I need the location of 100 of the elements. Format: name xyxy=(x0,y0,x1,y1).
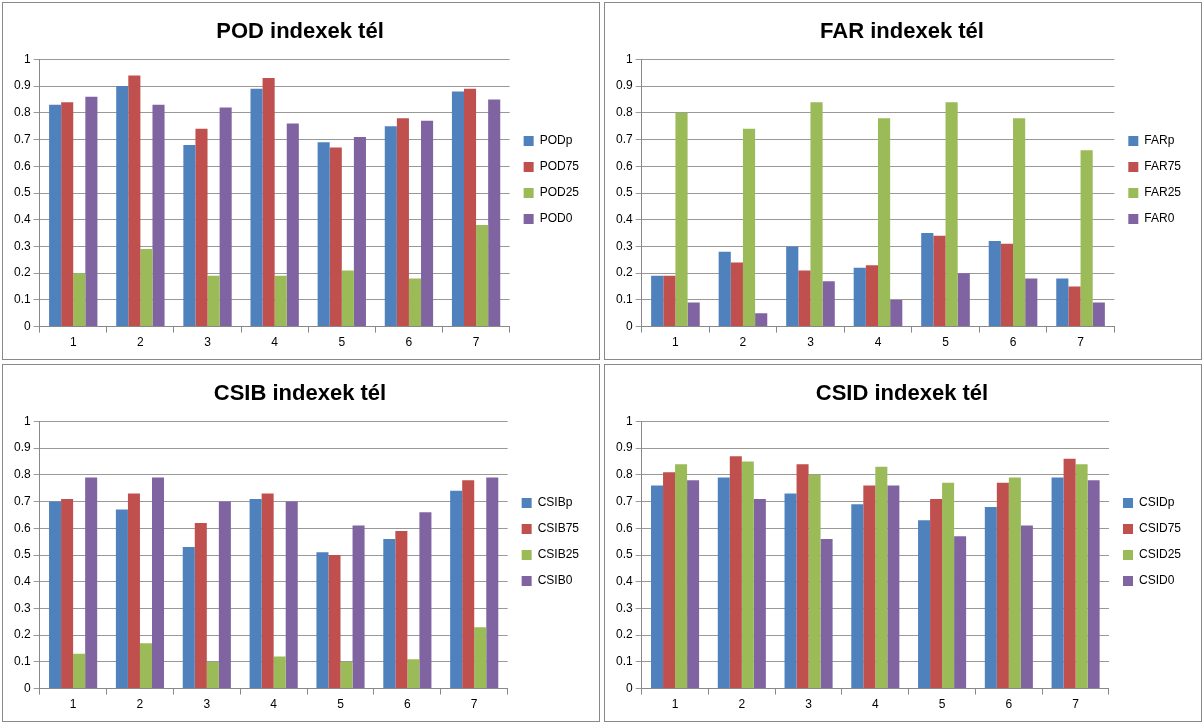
bar xyxy=(887,485,900,689)
bar xyxy=(451,91,464,327)
bar xyxy=(396,118,409,327)
bar xyxy=(663,275,676,327)
chart-title: CSID indexek tél xyxy=(815,380,989,406)
y-tick-label: 0.4 xyxy=(13,574,31,589)
y-tick-label: 0 xyxy=(23,318,31,333)
bar xyxy=(808,474,821,689)
bar xyxy=(687,302,700,327)
bar xyxy=(261,493,274,689)
bar xyxy=(988,241,1001,327)
bar xyxy=(384,126,397,327)
y-tick-label: 1 xyxy=(625,51,633,66)
bar xyxy=(996,482,1009,689)
bar xyxy=(218,501,231,689)
y-tick-label: 0.5 xyxy=(615,185,633,200)
x-tick-label: 7 xyxy=(1072,697,1080,712)
legend-label: FAR0 xyxy=(1144,211,1175,226)
bar xyxy=(73,653,86,689)
x-tick-label: 1 xyxy=(672,335,680,350)
legend-label: CSIDp xyxy=(1138,495,1175,510)
bar xyxy=(329,147,342,327)
bar xyxy=(753,498,766,689)
legend-label: POD25 xyxy=(539,185,580,200)
legend-label: CSID25 xyxy=(1138,547,1182,562)
bar xyxy=(954,536,967,689)
bar xyxy=(274,275,287,327)
x-tick-label: 5 xyxy=(338,335,346,350)
legend-label: POD0 xyxy=(539,211,573,226)
bar xyxy=(851,504,864,689)
bar xyxy=(407,659,420,689)
y-tick-label: 0.9 xyxy=(13,440,31,455)
bar xyxy=(85,96,98,327)
x-tick-label: 4 xyxy=(871,697,879,712)
bar xyxy=(464,88,477,327)
bar xyxy=(262,78,275,327)
bar xyxy=(474,627,487,689)
bar xyxy=(450,490,463,689)
y-tick-label: 0.3 xyxy=(615,600,633,615)
bar xyxy=(285,501,298,689)
bar xyxy=(798,270,811,327)
bar xyxy=(61,102,74,327)
y-tick-label: 0.8 xyxy=(615,105,633,120)
x-tick-label: 2 xyxy=(738,697,746,712)
bar xyxy=(1025,278,1038,327)
bar xyxy=(219,107,232,327)
y-tick-label: 0 xyxy=(625,318,633,333)
bar xyxy=(352,525,365,689)
bar xyxy=(741,461,754,689)
bar xyxy=(1080,150,1093,327)
legend-label: CSID75 xyxy=(1138,521,1182,536)
y-tick-label: 0.1 xyxy=(615,654,633,669)
x-tick-label: 1 xyxy=(69,335,77,350)
x-tick-label: 2 xyxy=(739,335,747,350)
bar xyxy=(1000,243,1014,327)
bar xyxy=(116,86,129,327)
bar xyxy=(183,144,196,327)
y-tick-label: 0.9 xyxy=(615,78,633,93)
x-tick-label: 4 xyxy=(270,697,278,712)
bar xyxy=(128,75,141,327)
y-tick-label: 0.1 xyxy=(13,292,31,307)
bar xyxy=(786,246,799,327)
bar xyxy=(286,123,299,327)
bar xyxy=(730,262,743,327)
y-tick-label: 0.1 xyxy=(13,654,31,669)
bar xyxy=(419,512,432,689)
bar xyxy=(1063,458,1076,689)
bar xyxy=(651,275,664,327)
x-tick-label: 3 xyxy=(203,697,211,712)
bar xyxy=(182,546,195,689)
bar xyxy=(755,313,768,327)
y-tick-label: 0.9 xyxy=(13,78,31,93)
bar xyxy=(820,538,833,689)
bar xyxy=(796,464,809,689)
legend-label: FARp xyxy=(1144,133,1175,148)
y-tick-label: 0.1 xyxy=(615,292,633,307)
bar xyxy=(687,480,700,689)
y-tick-label: 0.8 xyxy=(615,467,633,482)
bar xyxy=(340,661,353,689)
y-tick-label: 0.3 xyxy=(13,600,31,615)
bar xyxy=(85,477,98,689)
bar xyxy=(675,112,688,327)
bar xyxy=(1013,118,1026,327)
bar xyxy=(784,493,797,689)
x-tick-label: 7 xyxy=(1077,335,1085,350)
bar xyxy=(1051,477,1064,689)
y-tick-label: 0.6 xyxy=(615,520,633,535)
bar xyxy=(865,265,878,327)
y-tick-label: 0.6 xyxy=(13,520,31,535)
y-tick-label: 0.4 xyxy=(13,212,31,227)
bar xyxy=(206,661,219,689)
bar xyxy=(249,498,262,689)
y-tick-label: 0.7 xyxy=(13,493,31,508)
bar xyxy=(353,136,366,327)
bar xyxy=(207,275,220,327)
bar xyxy=(878,118,891,327)
bar xyxy=(1075,464,1088,689)
bar xyxy=(890,299,903,327)
bar xyxy=(49,104,62,327)
y-tick-label: 0.2 xyxy=(615,627,633,642)
